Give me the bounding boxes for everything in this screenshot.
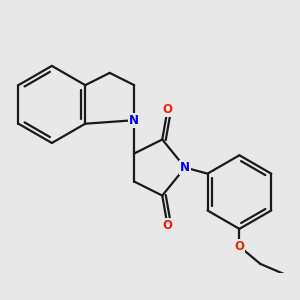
Text: O: O xyxy=(234,240,244,253)
Text: O: O xyxy=(163,103,172,116)
Text: O: O xyxy=(163,219,172,232)
Text: N: N xyxy=(180,161,190,174)
Text: N: N xyxy=(129,114,139,127)
